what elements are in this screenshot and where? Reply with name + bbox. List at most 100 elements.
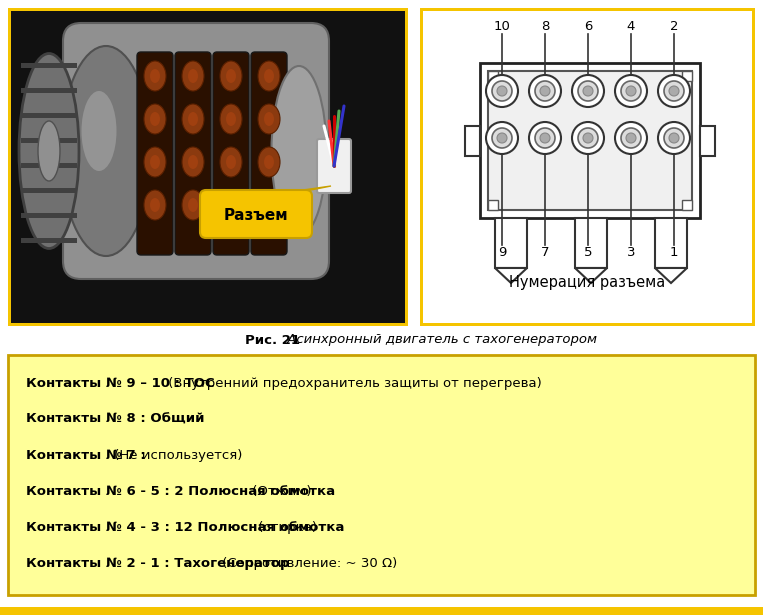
Circle shape (529, 122, 561, 154)
Bar (682, 71, 692, 81)
Circle shape (626, 133, 636, 143)
Circle shape (535, 81, 555, 101)
Ellipse shape (188, 112, 198, 126)
Bar (480, 63, 700, 218)
Text: Контакты № 7 :: Контакты № 7 : (0, 614, 1, 615)
Text: 8: 8 (541, 20, 549, 33)
Ellipse shape (220, 190, 242, 220)
Bar (423, 11, 752, 323)
Text: 3: 3 (626, 247, 636, 260)
Circle shape (540, 133, 550, 143)
Circle shape (486, 122, 518, 154)
Ellipse shape (226, 198, 236, 212)
Circle shape (658, 122, 690, 154)
Bar (488, 200, 498, 210)
Circle shape (572, 75, 604, 107)
FancyBboxPatch shape (200, 190, 312, 238)
Bar (21, 138, 77, 143)
Ellipse shape (188, 69, 198, 83)
Ellipse shape (258, 190, 280, 220)
Ellipse shape (182, 61, 204, 91)
Circle shape (669, 133, 679, 143)
Ellipse shape (258, 104, 280, 134)
Ellipse shape (264, 155, 274, 169)
Ellipse shape (38, 121, 60, 181)
Text: 6: 6 (584, 20, 592, 33)
Bar (21, 113, 77, 118)
Circle shape (572, 122, 604, 154)
Circle shape (626, 86, 636, 96)
Ellipse shape (19, 54, 79, 248)
Text: 5: 5 (584, 247, 592, 260)
Polygon shape (655, 268, 687, 283)
Text: Контакты № 4 - 3 : 12 Полюсная обмотка: Контакты № 4 - 3 : 12 Полюсная обмотка (0, 614, 1, 615)
Text: Контакты № 4 - 3 : 12 Полюсная обмотка: Контакты № 4 - 3 : 12 Полюсная обмотка (26, 521, 344, 534)
Polygon shape (575, 268, 607, 283)
Text: 10: 10 (494, 20, 510, 33)
Text: Разъем: Разъем (224, 207, 288, 223)
Polygon shape (495, 268, 527, 283)
Ellipse shape (144, 147, 166, 177)
Ellipse shape (188, 198, 198, 212)
Ellipse shape (61, 46, 151, 256)
Text: Контакты № 4 - 3 : 12 Полюсная обмотка (стирка): Контакты № 4 - 3 : 12 Полюсная обмотка (… (26, 521, 376, 534)
Bar (700, 125, 715, 156)
Bar (8, 8, 408, 326)
Ellipse shape (258, 61, 280, 91)
FancyBboxPatch shape (317, 139, 351, 193)
Bar (682, 200, 692, 210)
Bar (488, 71, 498, 81)
Ellipse shape (150, 155, 160, 169)
Text: (Внутренний предохранитель защиты от перегрева): (Внутренний предохранитель защиты от пер… (164, 377, 542, 390)
Ellipse shape (272, 66, 327, 236)
Circle shape (664, 81, 684, 101)
Circle shape (621, 81, 641, 101)
Bar (495, 218, 527, 268)
Text: Контакты № 2 - 1 : Тахогенератор: Контакты № 2 - 1 : Тахогенератор (26, 557, 289, 570)
Text: Рис. 21: Рис. 21 (245, 333, 300, 346)
Ellipse shape (182, 147, 204, 177)
Circle shape (497, 133, 507, 143)
Ellipse shape (264, 112, 274, 126)
Ellipse shape (264, 198, 274, 212)
Ellipse shape (264, 69, 274, 83)
Bar (21, 63, 77, 68)
Circle shape (535, 128, 555, 148)
Text: Контакты № 7 :: Контакты № 7 : (0, 614, 1, 615)
Circle shape (578, 128, 598, 148)
FancyBboxPatch shape (63, 23, 329, 279)
Circle shape (664, 128, 684, 148)
Circle shape (583, 133, 593, 143)
Ellipse shape (150, 112, 160, 126)
Circle shape (497, 86, 507, 96)
Polygon shape (261, 186, 331, 196)
Bar (21, 88, 77, 93)
Ellipse shape (182, 190, 204, 220)
Ellipse shape (220, 104, 242, 134)
Circle shape (578, 81, 598, 101)
Bar (420, 8, 755, 326)
Bar (21, 213, 77, 218)
Text: (Не используется): (Не используется) (110, 449, 243, 462)
Text: Контакты № 6 - 5 : 2 Полюсная обмотка: Контакты № 6 - 5 : 2 Полюсная обмотка (26, 485, 335, 498)
Text: Контакты № 6 - 5 : 2 Полюсная обмотка: Контакты № 6 - 5 : 2 Полюсная обмотка (0, 614, 1, 615)
FancyBboxPatch shape (8, 355, 755, 595)
FancyBboxPatch shape (175, 52, 211, 255)
FancyBboxPatch shape (137, 52, 173, 255)
Ellipse shape (144, 190, 166, 220)
Circle shape (492, 81, 512, 101)
Ellipse shape (226, 112, 236, 126)
Text: 1: 1 (670, 247, 678, 260)
Ellipse shape (144, 61, 166, 91)
Text: Контакты № 9 – 10 : ТОС: Контакты № 9 – 10 : ТОС (26, 377, 214, 390)
Ellipse shape (258, 147, 280, 177)
Ellipse shape (188, 155, 198, 169)
Text: Контакты № 9 – 10 : ТОС: Контакты № 9 – 10 : ТОС (0, 614, 1, 615)
Text: Контакты № 2 - 1 : Тахогенератор (Сопротивление: ~ 30 Ω): Контакты № 2 - 1 : Тахогенератор (Сопрот… (26, 557, 444, 570)
Text: (Отжим): (Отжим) (248, 485, 311, 498)
Circle shape (658, 75, 690, 107)
Bar (575, 218, 607, 268)
Ellipse shape (220, 61, 242, 91)
Bar (655, 218, 687, 268)
Circle shape (529, 75, 561, 107)
